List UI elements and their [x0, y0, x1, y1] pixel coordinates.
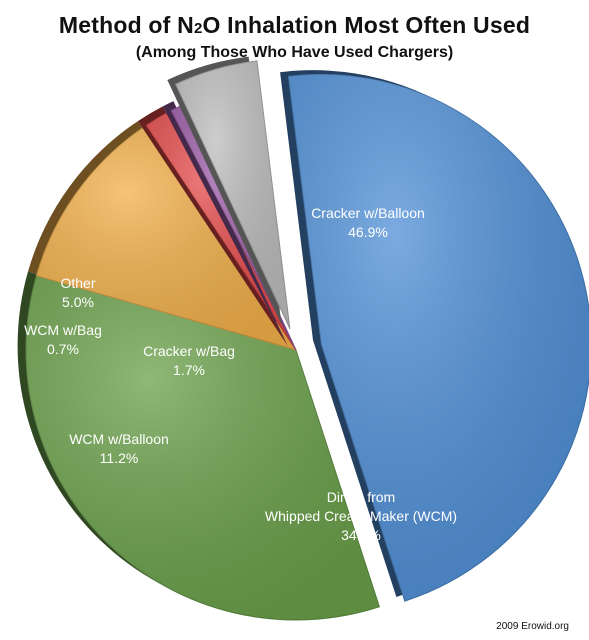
slice-name-wcm-w-bag: WCM w/Bag [24, 322, 102, 338]
slice-cracker-w-balloon [280, 70, 589, 602]
slice-value-direct-from-whipped-cream-maker-wcm: 34.4% [341, 527, 381, 543]
slice-other [167, 56, 291, 330]
slice-name-direct-from-whipped-cream-maker-wcm: Direct from [327, 489, 395, 505]
chart-subtitle: (Among Those Who Have Used Chargers) [135, 44, 454, 61]
slice-label-cracker-w-bag: Cracker w/Bag 1.7% [143, 343, 235, 378]
slice-name-cracker-w-balloon: Cracker w/Balloon [311, 205, 425, 221]
slice-label-cracker-w-balloon: Cracker w/Balloon 46.9% [311, 205, 425, 240]
slice-name-wcm-w-balloon: WCM w/Balloon [69, 431, 169, 447]
slice-name-cracker-w-bag: Cracker w/Bag [143, 343, 235, 359]
slice-label-direct-from-whipped-cream-maker-wcm: Direct from Whipped Cream Maker (WCM) 34.4… [265, 489, 457, 543]
slice-value-cracker-w-balloon: 46.9% [348, 224, 388, 240]
title-subscript: 2 [193, 20, 203, 37]
slice-label-wcm-w-bag: WCM w/Bag 0.7% [24, 322, 102, 357]
slice-label-wcm-w-balloon: WCM w/Balloon 11.2% [69, 431, 169, 466]
slice-gloss-cracker-w-balloon [288, 74, 589, 602]
slice-label-other: Other 5.0% [60, 275, 95, 310]
slice-side-wcm-w-bag [162, 101, 288, 346]
slice-gloss-direct-from-whipped-cream-maker-wcm [25, 275, 380, 621]
slice-gloss-cracker-w-bag [146, 110, 296, 350]
slice-wcm-w-bag [162, 101, 297, 351]
slice-wcm-w-balloon [28, 121, 298, 351]
slice-value-wcm-w-balloon: 11.2% [100, 450, 139, 466]
slice-value-other: 5.0% [62, 294, 94, 310]
slice-gloss-wcm-w-bag [171, 105, 296, 350]
chart-title: Method of N2O Inhalation Most Often Used [0, 12, 589, 39]
slice-name-direct-from-whipped-cream-maker-wcm: Whipped Cream Maker (WCM) [265, 508, 457, 524]
slice-name-other: Other [60, 275, 95, 291]
slice-direct-from-whipped-cream-maker-wcm [17, 271, 381, 621]
title-part-1: Method of N [58, 12, 194, 38]
slice-gloss-other [175, 60, 290, 329]
credit-text: 2009 Erowid.org [496, 621, 569, 632]
slice-cracker-w-bag [137, 106, 297, 351]
slice-value-cracker-w-bag: 1.7% [173, 362, 205, 378]
slice-value-wcm-w-bag: 0.7% [47, 341, 79, 357]
title-part-2: O Inhalation Most Often Used [202, 12, 531, 38]
slice-gloss-wcm-w-balloon [36, 125, 297, 350]
